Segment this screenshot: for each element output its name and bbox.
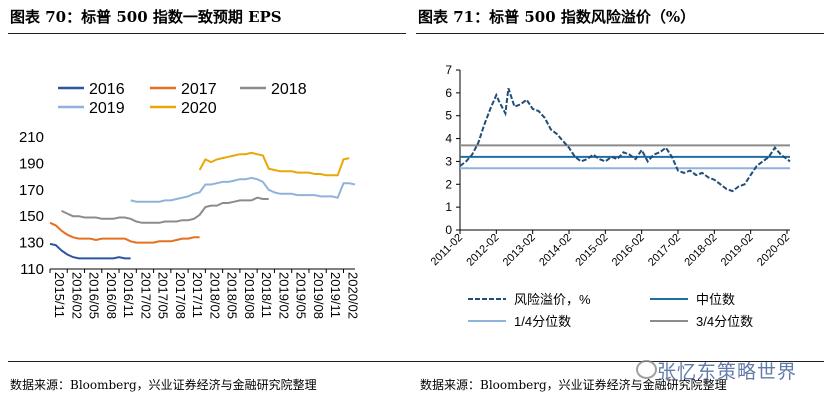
eps-x-tick-label: 2017/02 bbox=[138, 272, 153, 319]
eps-x-tick-label: 2020/02 bbox=[345, 272, 360, 319]
eps-x-tick-label: 2019/11 bbox=[328, 272, 343, 318]
eps-x-tick-label: 2017/08 bbox=[173, 272, 188, 319]
eps-y-tick-label: 130 bbox=[19, 235, 44, 252]
risk-x-tick-label: 2015-02 bbox=[573, 232, 610, 269]
risk-y-tick-label: 4 bbox=[445, 132, 452, 146]
risk-x-tick-label: 2017-02 bbox=[646, 232, 683, 269]
eps-legend-label-2019: 2019 bbox=[89, 100, 125, 117]
left-chart-title: 图表 70：标普 500 指数一致预期 EPS bbox=[10, 8, 282, 26]
risk-legend-label-2: 1/4分位数 bbox=[514, 314, 571, 329]
eps-x-tick-label: 2017/05 bbox=[156, 272, 171, 319]
risk-x-tick-label: 2011-02 bbox=[429, 232, 465, 268]
risk-legend-label-1: 中位数 bbox=[696, 292, 735, 307]
eps-legend-label-2020: 2020 bbox=[181, 100, 217, 117]
risk-y-tick-label: 6 bbox=[445, 86, 452, 100]
right-title-rule bbox=[416, 33, 824, 34]
risk-y-tick-label: 0 bbox=[445, 223, 452, 237]
eps-x-tick-label: 2016/08 bbox=[104, 272, 119, 319]
left-title-rule bbox=[8, 33, 406, 34]
risk-x-tick-label: 2016-02 bbox=[610, 232, 647, 269]
eps-x-tick-label: 2019/08 bbox=[311, 272, 326, 319]
risk-y-tick-label: 3 bbox=[445, 154, 452, 168]
eps-x-tick-label: 2019/02 bbox=[276, 272, 291, 319]
watermark: 张忆东策略世界 bbox=[657, 361, 798, 383]
right-source-note: 数据来源：Bloomberg，兴业证券经济与金融研究院整理 bbox=[420, 378, 727, 392]
eps-x-tick-label: 2018/02 bbox=[207, 272, 222, 319]
eps-y-tick-label: 210 bbox=[19, 129, 44, 146]
risk-x-tick-label: 2020-02 bbox=[755, 232, 792, 269]
eps-y-tick-label: 110 bbox=[20, 261, 44, 278]
risk-x-tick-label: 2012-02 bbox=[464, 232, 501, 269]
eps-x-tick-label: 2016/02 bbox=[69, 272, 84, 319]
footer-rule bbox=[8, 361, 824, 362]
risk-premium-chart: 0 1 2 3 4 5 6 7 2011-02 2012-02 2013-02 2014-02 2015… bbox=[429, 63, 792, 329]
eps-x-tick-label: 2018/05 bbox=[225, 272, 240, 319]
eps-series-line-2020 bbox=[198, 151, 350, 177]
eps-y-tick-label: 150 bbox=[19, 208, 44, 225]
risk-y-tick-label: 2 bbox=[445, 177, 452, 191]
risk-x-tick-label: 2014-02 bbox=[537, 232, 574, 269]
eps-series-line-2017 bbox=[49, 221, 200, 244]
eps-y-tick-label: 170 bbox=[19, 182, 44, 199]
wechat-icon bbox=[636, 360, 657, 379]
risk-legend-label-3: 3/4分位数 bbox=[696, 314, 753, 329]
eps-x-tick-label: 2015/11 bbox=[52, 272, 67, 318]
risk-x-tick-label: 2019-02 bbox=[719, 232, 756, 269]
eps-x-tick-label: 2018/08 bbox=[242, 272, 257, 319]
eps-series-line-2018 bbox=[61, 196, 269, 224]
eps-legend-label-2018: 2018 bbox=[271, 81, 307, 98]
left-source-note: 数据来源：Bloomberg，兴业证券经济与金融研究院整理 bbox=[10, 378, 317, 392]
risk-x-tick-label: 2013-02 bbox=[501, 232, 538, 269]
eps-x-tick-label: 2016/11 bbox=[121, 272, 136, 318]
risk-premium-line bbox=[459, 87, 791, 193]
risk-x-tick-label: 2018-02 bbox=[682, 232, 719, 269]
eps-series-line-2016 bbox=[49, 242, 131, 260]
risk-y-tick-label: 5 bbox=[445, 109, 452, 123]
risk-y-tick-label: 7 bbox=[445, 63, 452, 77]
eps-y-tick-label: 190 bbox=[19, 155, 44, 172]
risk-y-tick-label: 1 bbox=[445, 200, 452, 214]
eps-legend-label-2016: 2016 bbox=[89, 81, 125, 98]
eps-x-tick-label: 2016/05 bbox=[87, 272, 102, 319]
eps-x-tick-label: 2018/11 bbox=[259, 272, 274, 318]
eps-x-tick-label: 2019/05 bbox=[294, 272, 309, 319]
right-chart-title: 图表 71：标普 500 指数风险溢价（%） bbox=[418, 8, 696, 26]
eps-x-tick-label: 2017/11 bbox=[190, 272, 205, 318]
eps-series-line-2019 bbox=[130, 176, 356, 203]
eps-legend-label-2017: 2017 bbox=[181, 81, 217, 98]
risk-legend-label-0: 风险溢价，% bbox=[514, 292, 591, 307]
